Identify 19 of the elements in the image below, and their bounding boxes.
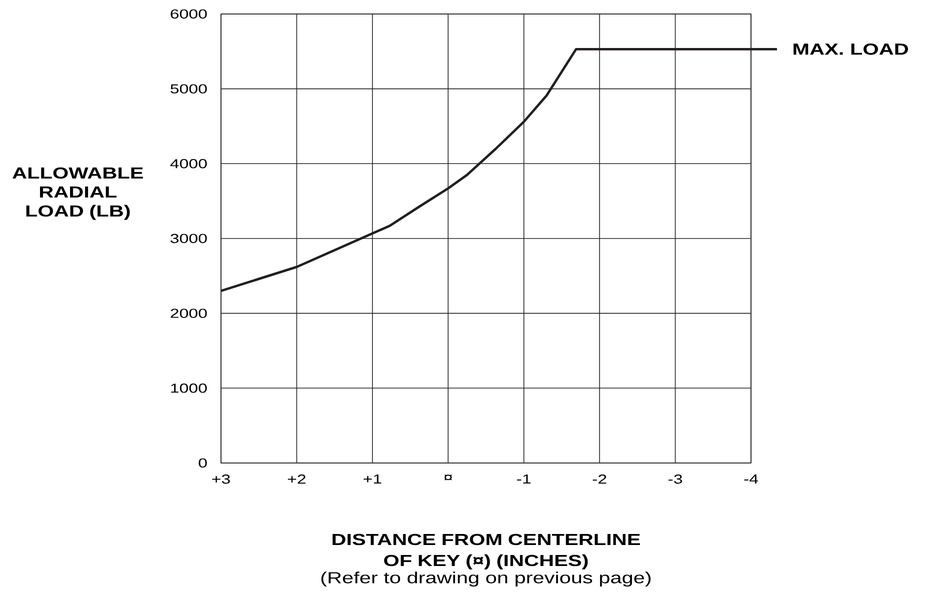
x-tick-label: -2 bbox=[592, 474, 606, 484]
text: (Refer to drawing on previous page) bbox=[321, 572, 651, 587]
x-tick-label: +2 bbox=[288, 474, 306, 484]
y-tick-label: 0 bbox=[198, 458, 207, 468]
text: MAX. LOAD bbox=[794, 44, 908, 55]
x-tick-label: -3 bbox=[668, 474, 682, 484]
x-tick-label: ¤ bbox=[444, 474, 452, 480]
x-tick-label: -4 bbox=[744, 474, 758, 484]
y-tick-label: 3000 bbox=[170, 234, 207, 244]
y-tick-label: 2000 bbox=[170, 308, 207, 318]
y-tick-label: 5000 bbox=[170, 84, 207, 94]
y-tick-label: 1000 bbox=[171, 384, 207, 393]
y-tick-label: 6000 bbox=[170, 9, 207, 19]
x-tick-label: -1 bbox=[517, 474, 531, 484]
y-tick-label: 4000 bbox=[170, 159, 207, 168]
y-axis-title: ALLOWABLE RADIAL LOAD (LB) bbox=[12, 167, 143, 220]
x-tick-label: +1 bbox=[364, 474, 382, 484]
x-axis-title: DISTANCE FROM CENTERLINE OF KEY (¤) (INCHES) bbox=[332, 534, 640, 570]
x-tick-label: +3 bbox=[212, 474, 230, 484]
